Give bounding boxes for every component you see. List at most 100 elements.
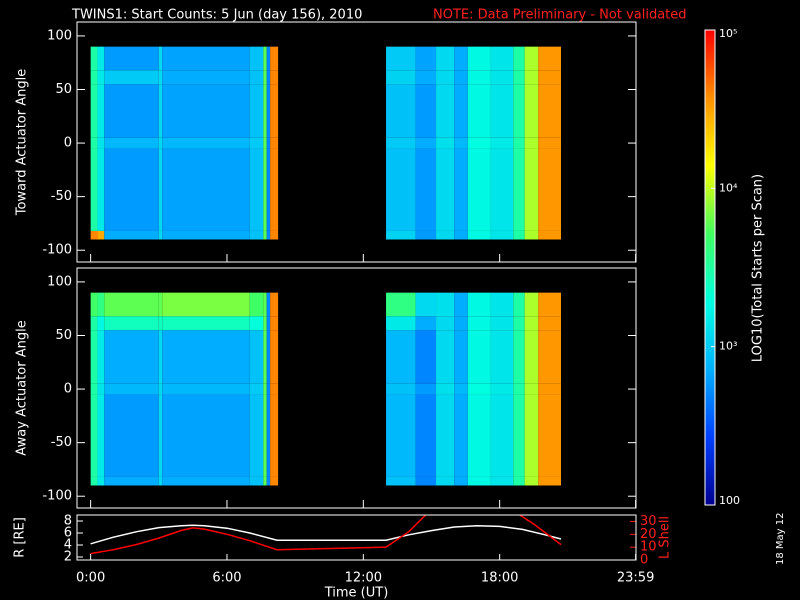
heatmap-cell: [415, 46, 437, 71]
heatmap-cell: [513, 137, 525, 149]
heatmap-cell: [97, 394, 105, 477]
heatmap-cell: [249, 330, 264, 384]
y2-tick-label: 30: [640, 514, 657, 529]
heatmap-cell: [270, 383, 279, 395]
date-stamp: 18 May 12: [775, 513, 786, 565]
heatmap-cell: [158, 46, 163, 71]
heatmap-cell: [490, 476, 514, 486]
heatmap-cell: [436, 137, 455, 149]
heatmap-cell: [386, 316, 416, 331]
heatmap-cell: [249, 70, 264, 85]
heatmap-cell: [266, 137, 271, 149]
heatmap-cell: [513, 316, 525, 331]
heatmap-cell: [104, 292, 159, 317]
heatmap-cell: [490, 394, 514, 477]
heatmap-cell: [490, 46, 514, 71]
heatmap-cell: [97, 230, 105, 240]
heatmap-cell: [524, 137, 539, 149]
heatmap-cell: [415, 292, 437, 317]
heatmap-cell: [524, 292, 539, 317]
heatmap-cell: [538, 330, 562, 384]
heatmap-cell: [513, 330, 525, 384]
heatmap-cell: [386, 137, 416, 149]
heatmap-cell: [454, 394, 468, 477]
heatmap-cell: [97, 148, 105, 231]
heatmap-cell: [454, 383, 468, 395]
heatmap-cell: [524, 383, 539, 395]
y-axis-label: R [RE]: [13, 517, 28, 558]
y-tick-label: -100: [42, 243, 72, 258]
series-line: [90, 524, 562, 545]
heatmap-cell: [90, 84, 98, 138]
heatmap-cell: [270, 148, 279, 231]
plot-frame: [76, 21, 637, 263]
heatmap-cell: [436, 383, 455, 395]
heatmap-cell: [386, 330, 416, 384]
heatmap-cell: [467, 70, 491, 85]
heatmap-cell: [524, 148, 539, 231]
heatmap-cell: [90, 137, 98, 149]
heatmap-cell: [436, 292, 455, 317]
heatmap-cell: [490, 84, 514, 138]
heatmap-cell: [467, 84, 491, 138]
heatmap-cell: [524, 84, 539, 138]
heatmap-cell: [513, 292, 525, 317]
heatmap-cell: [249, 476, 264, 486]
y-tick-label: -50: [51, 435, 72, 450]
heatmap-cell: [490, 230, 514, 240]
heatmap-cell: [266, 230, 271, 240]
heatmap-cell: [490, 330, 514, 384]
heatmap-cell: [266, 394, 271, 477]
heatmap-cell: [97, 70, 105, 85]
y-tick-label: 50: [55, 82, 72, 97]
heatmap-cell: [97, 292, 105, 317]
heatmap-cell: [386, 84, 416, 138]
heatmap-cell: [454, 230, 468, 240]
heatmap-cell: [270, 230, 279, 240]
heatmap-cell: [249, 137, 264, 149]
y-axis-label: Away Actuator Angle: [15, 320, 30, 455]
heatmap-cell: [104, 316, 159, 331]
heatmap-cell: [90, 148, 98, 231]
heatmap-cell: [162, 394, 250, 477]
plot-frame: [76, 267, 637, 509]
heatmap-cell: [162, 137, 250, 149]
heatmap-cell: [386, 292, 416, 317]
heatmap-cell: [158, 137, 163, 149]
heatmap-cell: [266, 46, 271, 71]
heatmap-cell: [263, 316, 267, 331]
heatmap-cell: [162, 148, 250, 231]
heatmap-cell: [415, 148, 437, 231]
heatmap-cell: [104, 70, 159, 85]
heatmap-cell: [158, 383, 163, 395]
heatmap-cell: [249, 316, 264, 331]
heatmap-cell: [249, 394, 264, 477]
heatmap-cell: [263, 394, 267, 477]
heatmap-cell: [467, 476, 491, 486]
heatmap-cell: [538, 316, 562, 331]
heatmap-cell: [415, 230, 437, 240]
x-tick-label: 12:00: [345, 571, 382, 586]
heatmap-cell: [266, 316, 271, 331]
heatmap-cell: [454, 84, 468, 138]
heatmap-cell: [454, 316, 468, 331]
heatmap-cell: [454, 476, 468, 486]
heatmap-cell: [415, 70, 437, 85]
heatmap-cell: [538, 394, 562, 477]
heatmap-cell: [104, 394, 159, 477]
heatmap-cell: [415, 330, 437, 384]
heatmap-cell: [263, 330, 267, 384]
heatmap-cell: [415, 84, 437, 138]
heatmap-cell: [97, 330, 105, 384]
heatmap-cell: [467, 394, 491, 477]
y-tick-label: 8: [64, 514, 72, 529]
heatmap-cell: [436, 230, 455, 240]
heatmap-cell: [270, 330, 279, 384]
heatmap-cell: [415, 383, 437, 395]
heatmap-cell: [467, 148, 491, 231]
colorbar-tick-label: 10⁵: [719, 27, 737, 40]
heatmap-cell: [386, 476, 416, 486]
heatmap-cell: [270, 84, 279, 138]
heatmap-cell: [538, 46, 562, 71]
heatmap-cell: [538, 70, 562, 85]
